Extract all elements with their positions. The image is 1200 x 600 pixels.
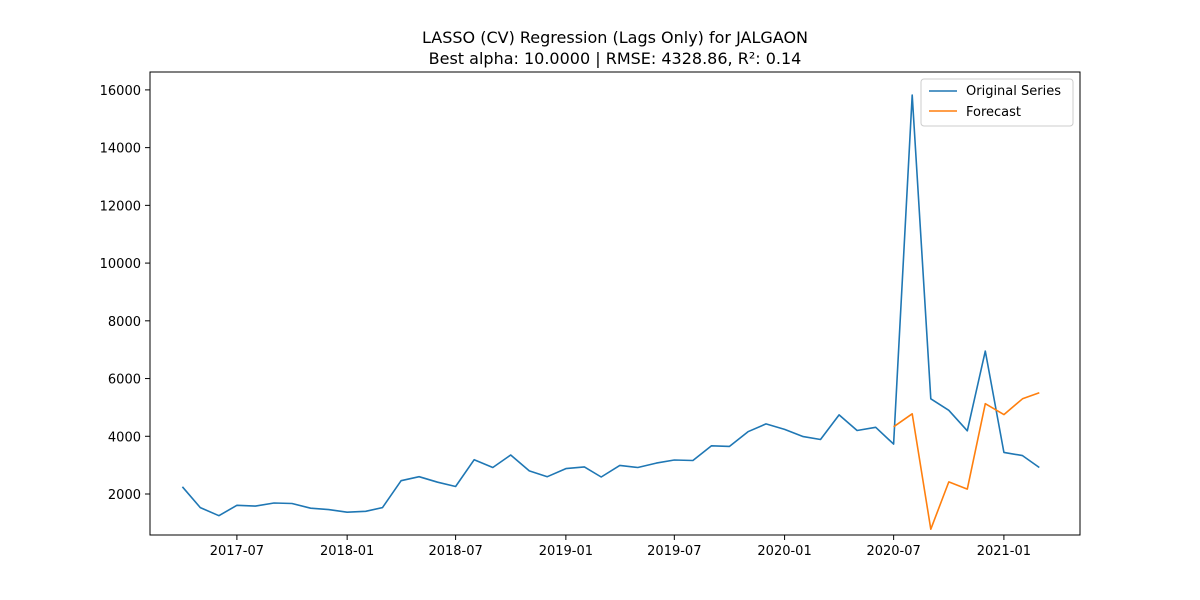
chart-title: LASSO (CV) Regression (Lags Only) for JA… [422,28,808,47]
y-tick-label: 14000 [100,142,141,157]
x-tick-label: 2019-01 [539,544,593,559]
y-tick-label: 16000 [100,84,141,99]
y-axis: 2000 4000 6000 8000 10000 12000 14000 16000 [100,84,150,503]
legend: Original Series Forecast [920,78,1074,127]
x-tick-label: 2018-07 [428,544,482,559]
y-tick-label: 12000 [100,199,141,214]
x-tick-label: 2020-01 [757,544,811,559]
x-tick-label: 2018-01 [320,544,374,559]
series-line-forecast [893,391,1040,531]
y-tick-label: 6000 [108,373,141,388]
series-layer [181,94,1040,531]
x-tick-label: 2017-07 [210,544,264,559]
y-tick-label: 10000 [100,257,141,272]
x-axis: 2017-07 2018-01 2018-07 2019-01 2019-07 2020-… [210,535,1031,559]
legend-label-original-series: Original Series [966,84,1061,99]
x-tick-label: 2020-07 [866,544,920,559]
series-line-original-series [181,94,1040,517]
legend-label-forecast: Forecast [966,105,1021,120]
legend-box [920,78,1074,127]
plot-area-frame [149,71,1081,536]
x-tick-label: 2021-01 [977,544,1031,559]
chart-subtitle: Best alpha: 10.0000 | RMSE: 4328.86, R²:… [429,49,802,68]
y-tick-label: 2000 [108,488,141,503]
y-tick-label: 8000 [108,315,141,330]
y-tick-label: 4000 [108,430,141,445]
x-tick-label: 2019-07 [647,544,701,559]
